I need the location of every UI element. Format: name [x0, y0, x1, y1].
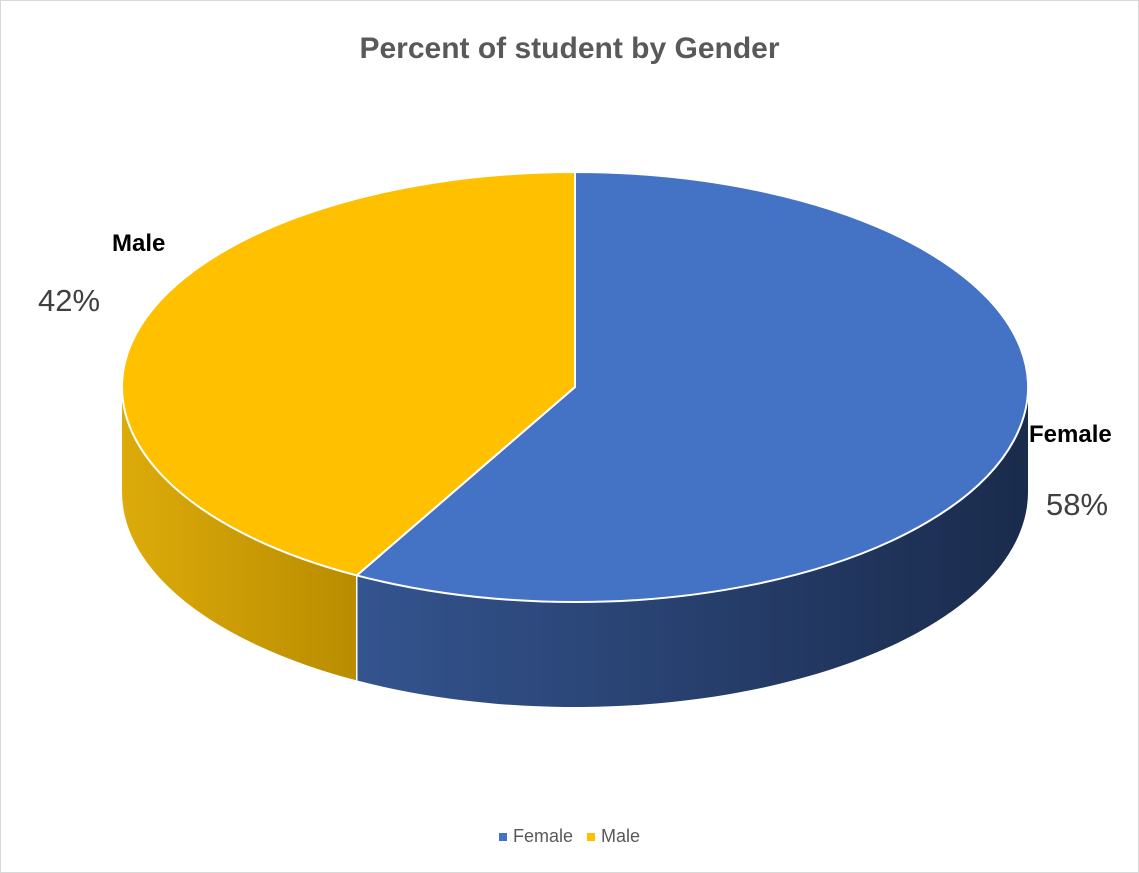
legend-swatch-female [498, 832, 507, 841]
slice-label-male-value: 42% [38, 283, 100, 318]
pie-labels: Female 58% Male 42% [38, 230, 1112, 522]
slice-label-female-name: Female [1029, 421, 1112, 448]
legend-swatch-male [587, 832, 595, 841]
slice-label-female-value: 58% [1046, 487, 1108, 522]
pie-tops [121, 171, 1029, 603]
slice-female [355, 171, 1029, 603]
pie-sides [122, 387, 1028, 707]
legend-item-female: Female [498, 826, 573, 847]
slice-label-male-name: Male [112, 230, 165, 257]
legend-item-male: Male [587, 826, 640, 847]
legend-label-male: Male [601, 826, 641, 846]
legend: Female Male [0, 826, 1139, 847]
chart-title: Percent of student by Gender [359, 32, 780, 65]
slice-side-male [122, 387, 357, 681]
slice-side-female [356, 387, 1028, 707]
legend-label-female: Female [512, 826, 573, 846]
slice-male [121, 171, 576, 577]
